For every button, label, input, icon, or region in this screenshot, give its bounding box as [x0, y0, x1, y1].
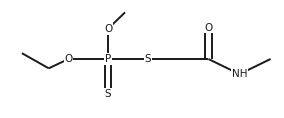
Text: S: S: [105, 89, 111, 99]
Text: O: O: [64, 54, 73, 64]
Text: O: O: [204, 23, 212, 33]
Text: O: O: [104, 24, 112, 34]
Text: S: S: [144, 54, 151, 64]
Text: NH: NH: [232, 69, 247, 79]
Text: P: P: [105, 54, 111, 64]
